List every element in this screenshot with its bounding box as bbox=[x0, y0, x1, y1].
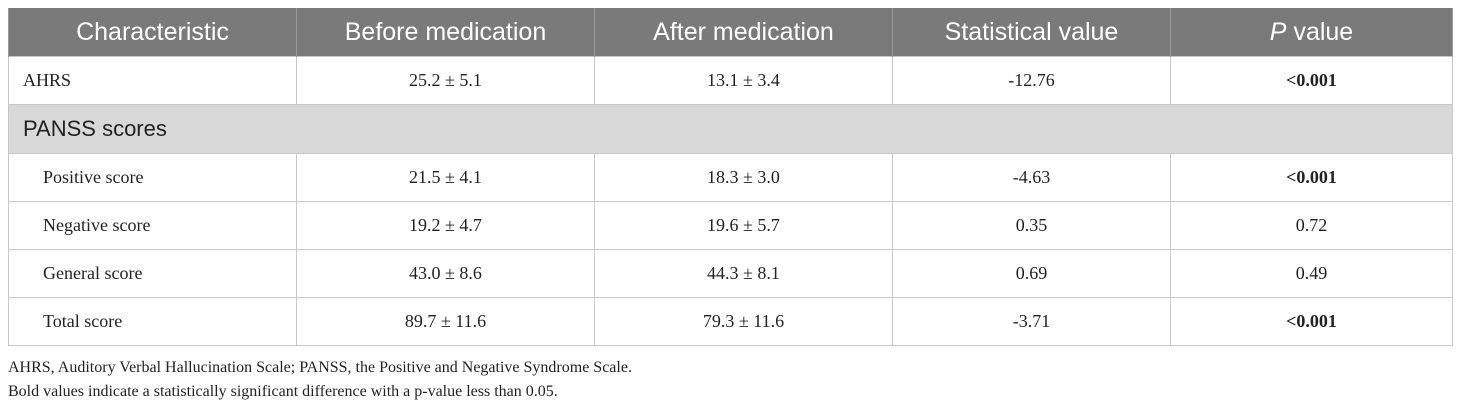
cell-before: 89.7 ± 11.6 bbox=[296, 297, 595, 346]
cell-stat: 0.35 bbox=[892, 201, 1171, 250]
cell-after: 19.6 ± 5.7 bbox=[594, 201, 893, 250]
table-row: Negative score 19.2 ± 4.7 19.6 ± 5.7 0.3… bbox=[8, 201, 1453, 250]
footnote-bold-note: Bold values indicate a statistically sig… bbox=[8, 383, 558, 400]
cell-before: 21.5 ± 4.1 bbox=[296, 153, 595, 202]
results-table: Characteristic Before medication After m… bbox=[8, 8, 1453, 346]
cell-after: 44.3 ± 8.1 bbox=[594, 249, 893, 298]
cell-before: 43.0 ± 8.6 bbox=[296, 249, 595, 298]
cell-p: <0.001 bbox=[1170, 297, 1453, 346]
row-label: General score bbox=[8, 249, 297, 298]
section-row: PANSS scores bbox=[8, 104, 1453, 154]
section-label: PANSS scores bbox=[8, 104, 1453, 154]
header-characteristic: Characteristic bbox=[8, 8, 297, 57]
header-value-word: value bbox=[1293, 17, 1354, 46]
cell-before: 25.2 ± 5.1 bbox=[296, 56, 595, 105]
cell-p: <0.001 bbox=[1170, 56, 1453, 105]
header-p-letter: P bbox=[1269, 17, 1287, 46]
results-table-container: Characteristic Before medication After m… bbox=[8, 8, 1453, 346]
cell-after: 13.1 ± 3.4 bbox=[594, 56, 893, 105]
cell-p: <0.001 bbox=[1170, 153, 1453, 202]
table-row: Total score 89.7 ± 11.6 79.3 ± 11.6 -3.7… bbox=[8, 297, 1453, 346]
header-p-value: P value bbox=[1170, 8, 1453, 57]
cell-before: 19.2 ± 4.7 bbox=[296, 201, 595, 250]
row-label: AHRS bbox=[8, 56, 297, 105]
header-statistical-value: Statistical value bbox=[892, 8, 1171, 57]
table-footnotes: AHRS, Auditory Verbal Hallucination Scal… bbox=[8, 356, 632, 404]
cell-stat: -12.76 bbox=[892, 56, 1171, 105]
table-header-row: Characteristic Before medication After m… bbox=[8, 8, 1453, 57]
footnote-abbreviations: AHRS, Auditory Verbal Hallucination Scal… bbox=[8, 359, 632, 376]
cell-stat: -4.63 bbox=[892, 153, 1171, 202]
cell-p: 0.49 bbox=[1170, 249, 1453, 298]
cell-stat: 0.69 bbox=[892, 249, 1171, 298]
row-label: Negative score bbox=[8, 201, 297, 250]
header-before-medication: Before medication bbox=[296, 8, 595, 57]
header-after-medication: After medication bbox=[594, 8, 893, 57]
cell-stat: -3.71 bbox=[892, 297, 1171, 346]
table-row: AHRS 25.2 ± 5.1 13.1 ± 3.4 -12.76 <0.001 bbox=[8, 56, 1453, 105]
table-row: General score 43.0 ± 8.6 44.3 ± 8.1 0.69… bbox=[8, 249, 1453, 298]
row-label: Positive score bbox=[8, 153, 297, 202]
cell-p: 0.72 bbox=[1170, 201, 1453, 250]
cell-after: 79.3 ± 11.6 bbox=[594, 297, 893, 346]
row-label: Total score bbox=[8, 297, 297, 346]
cell-after: 18.3 ± 3.0 bbox=[594, 153, 893, 202]
table-row: Positive score 21.5 ± 4.1 18.3 ± 3.0 -4.… bbox=[8, 153, 1453, 202]
